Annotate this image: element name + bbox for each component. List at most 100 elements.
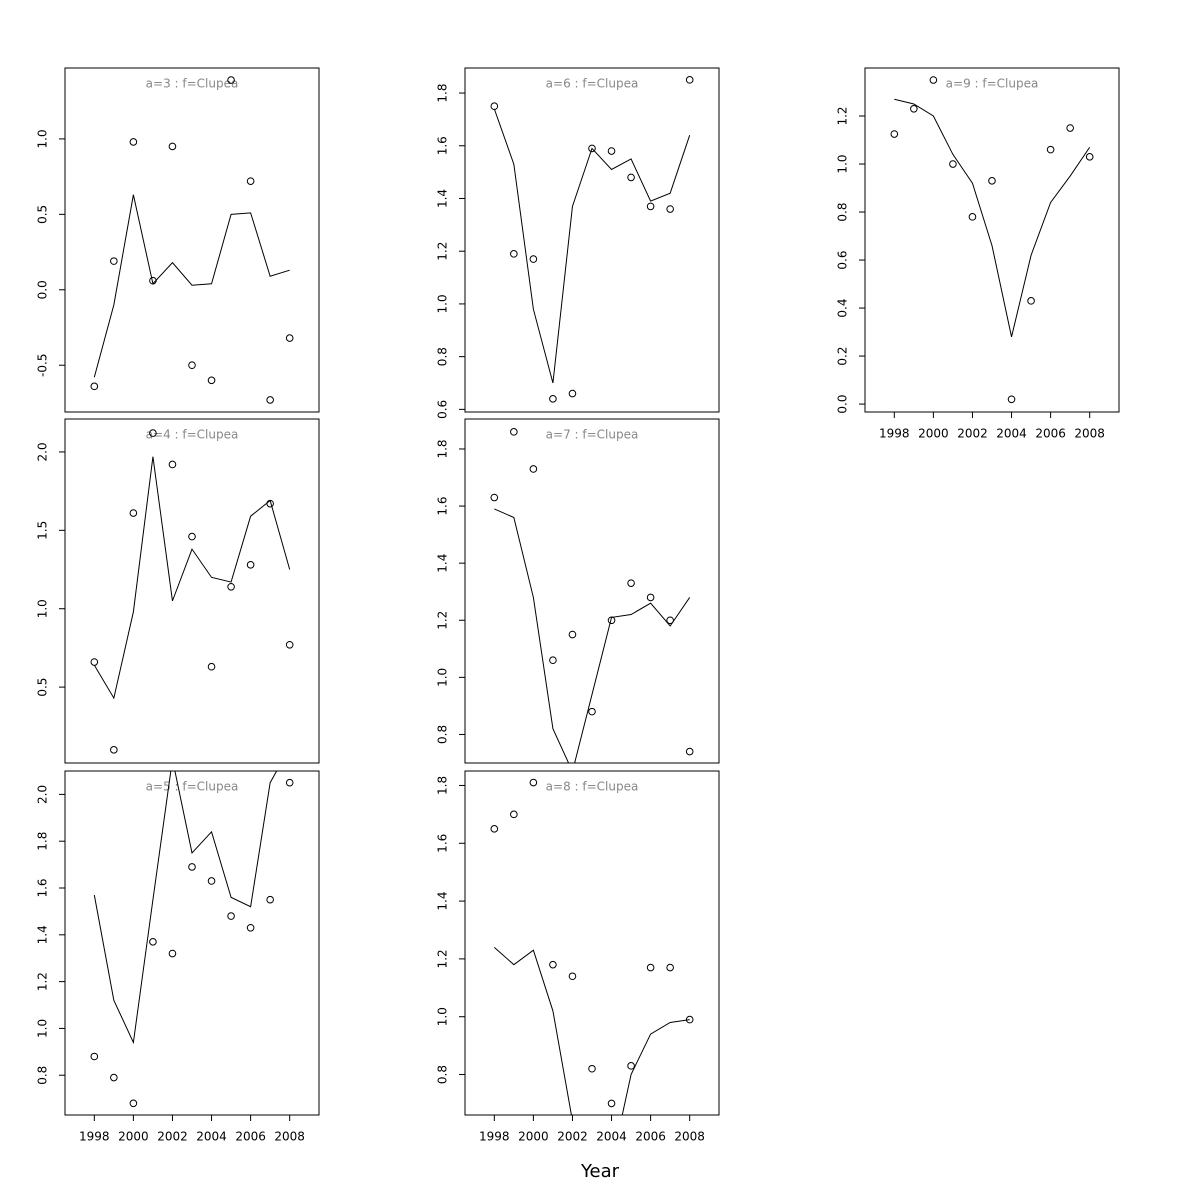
observed-point bbox=[510, 810, 518, 819]
observed-point bbox=[510, 250, 518, 258]
y-tick-label: 0.0 bbox=[36, 280, 50, 299]
y-tick-label: 0.8 bbox=[836, 202, 850, 221]
observed-point bbox=[90, 382, 99, 391]
panel: a=7 : f=Clupea 0.8 1.0 1.2 1.4 1.6 1.8 bbox=[436, 418, 720, 764]
plot-area bbox=[890, 76, 1094, 404]
observed-point bbox=[666, 963, 674, 972]
observed-point bbox=[110, 257, 118, 265]
observed-point bbox=[285, 334, 294, 342]
y-tick-label: 0.4 bbox=[836, 299, 850, 318]
observed-point bbox=[529, 255, 538, 263]
fitted-line bbox=[894, 98, 1091, 337]
observed-point bbox=[90, 1052, 99, 1061]
observed-point bbox=[168, 949, 177, 958]
panel-title: a=6 : f=Clupea bbox=[546, 77, 639, 91]
observed-point bbox=[1007, 395, 1016, 404]
plot-area bbox=[90, 76, 294, 404]
observed-point bbox=[246, 561, 255, 569]
y-tick-label: -0.5 bbox=[36, 354, 50, 377]
observed-point bbox=[529, 778, 538, 787]
x-tick-label: 2000 bbox=[918, 427, 949, 441]
observed-point bbox=[129, 509, 138, 517]
y-tick-label: 0.8 bbox=[436, 725, 450, 744]
observed-point bbox=[510, 428, 518, 436]
x-tick-label: 2004 bbox=[996, 427, 1027, 441]
observed-point bbox=[568, 630, 577, 639]
y-tick-label: 0.6 bbox=[836, 250, 850, 269]
observed-point bbox=[607, 616, 616, 625]
observed-point bbox=[588, 707, 596, 716]
observed-point bbox=[207, 662, 216, 671]
observed-point bbox=[549, 656, 557, 665]
observed-point bbox=[285, 640, 294, 649]
observed-point bbox=[588, 144, 596, 153]
x-tick-label: 2002 bbox=[157, 1130, 188, 1144]
observed-point bbox=[266, 396, 274, 404]
observed-point bbox=[646, 963, 655, 972]
observed-point bbox=[207, 376, 216, 385]
panel: a=9 : f=Clupea 0.0 0.2 0.4 0.6 0.8 1.0 1.2 1998 2… bbox=[836, 67, 1120, 441]
panel: a=3 : f=Clupea -0.5 0.0 0.5 1.0 bbox=[36, 67, 320, 413]
y-tick-label: 0.2 bbox=[836, 347, 850, 366]
observed-point bbox=[168, 460, 177, 469]
observed-point bbox=[627, 1062, 635, 1070]
x-tick-label: 2008 bbox=[1074, 427, 1105, 441]
plot-frame bbox=[864, 67, 1120, 413]
y-tick-label: 2.0 bbox=[36, 442, 50, 461]
observed-point bbox=[607, 1099, 616, 1108]
x-tick-label: 1998 bbox=[879, 427, 910, 441]
y-tick-label: 0.6 bbox=[436, 400, 450, 419]
observed-point bbox=[188, 863, 196, 871]
y-tick-label: 1.5 bbox=[36, 521, 50, 540]
observed-point bbox=[227, 76, 235, 84]
y-tick-label: 1.4 bbox=[436, 554, 450, 573]
y-tick-label: 1.6 bbox=[36, 878, 50, 897]
plot-frame bbox=[64, 67, 320, 413]
plot-frame bbox=[464, 67, 720, 413]
panel: a=5 : f=Clupea 0.8 1.0 1.2 1.4 1.6 1.8 2.0 1998 2… bbox=[36, 770, 320, 1144]
fitted-line bbox=[493, 108, 691, 384]
x-tick-label: 2004 bbox=[596, 1130, 627, 1144]
observed-point bbox=[685, 1015, 694, 1024]
plot-frame bbox=[464, 770, 720, 1116]
y-tick-label: 1.0 bbox=[436, 1007, 450, 1026]
observed-point bbox=[266, 895, 274, 904]
observed-point bbox=[266, 499, 274, 508]
observed-point bbox=[490, 102, 499, 111]
observed-point bbox=[90, 658, 99, 666]
x-axis-label: Year bbox=[580, 1161, 620, 1182]
observed-point bbox=[685, 747, 694, 756]
plot-area bbox=[490, 428, 694, 763]
panel-title: a=7 : f=Clupea bbox=[546, 428, 639, 442]
plot-frame bbox=[64, 770, 320, 1116]
y-tick-label: 2.0 bbox=[36, 785, 50, 804]
panel-title: a=5 : f=Clupea bbox=[146, 780, 239, 794]
observed-point bbox=[529, 465, 538, 473]
y-tick-label: 1.0 bbox=[836, 154, 850, 173]
plot-area bbox=[90, 771, 294, 1108]
observed-point bbox=[227, 912, 235, 920]
y-tick-label: 1.2 bbox=[36, 972, 50, 991]
fitted-line bbox=[494, 508, 691, 763]
panel: a=6 : f=Clupea 0.6 0.8 1.0 1.2 1.4 1.6 1.8 bbox=[436, 67, 720, 419]
y-tick-label: 1.6 bbox=[436, 136, 450, 155]
x-tick-label: 2000 bbox=[118, 1130, 149, 1144]
y-tick-label: 1.2 bbox=[436, 242, 450, 261]
observed-point bbox=[285, 778, 294, 787]
y-tick-label: 1.8 bbox=[436, 83, 450, 102]
y-tick-label: 1.4 bbox=[436, 892, 450, 911]
observed-point bbox=[168, 142, 177, 151]
y-tick-label: 1.8 bbox=[36, 832, 50, 851]
observed-point bbox=[490, 825, 499, 833]
observed-point bbox=[929, 76, 938, 84]
observed-point bbox=[1066, 124, 1074, 132]
y-tick-label: 1.0 bbox=[36, 599, 50, 618]
y-tick-label: 1.4 bbox=[36, 925, 50, 944]
x-tick-label: 2006 bbox=[1035, 427, 1066, 441]
y-tick-label: 1.0 bbox=[36, 1019, 50, 1038]
observed-point bbox=[110, 746, 118, 754]
observed-point bbox=[666, 616, 674, 625]
panel-title: a=4 : f=Clupea bbox=[146, 428, 239, 442]
observed-point bbox=[568, 389, 577, 398]
